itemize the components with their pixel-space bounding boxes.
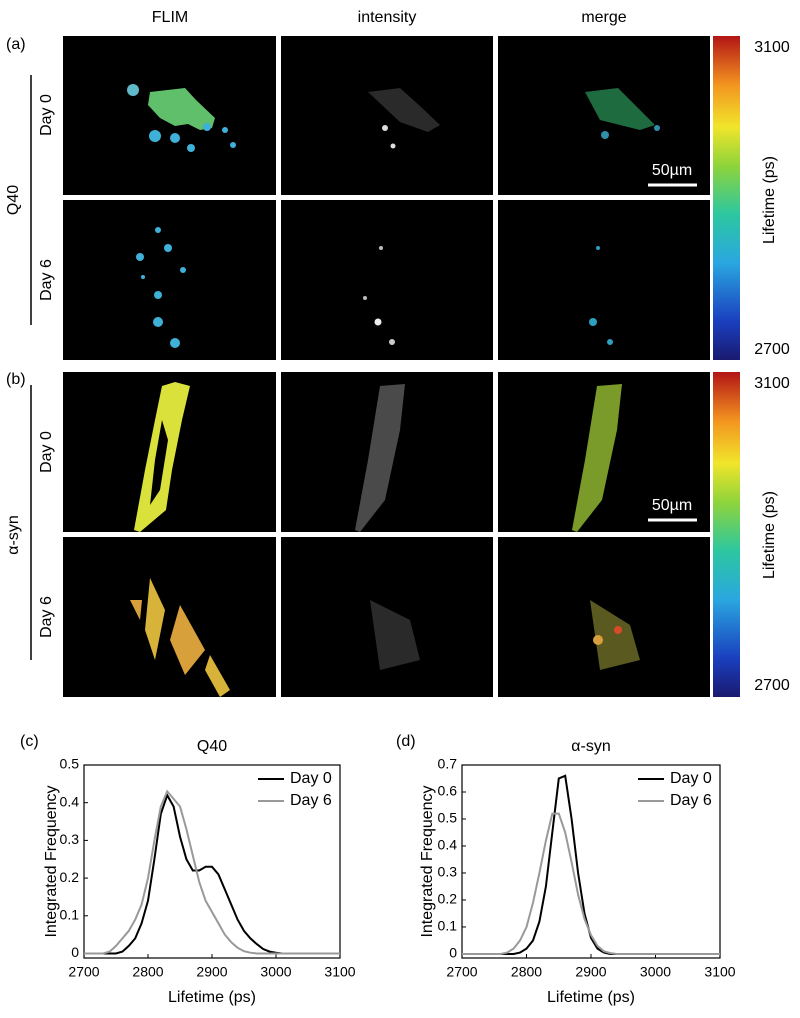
colorbar-tick-label: 2700 xyxy=(754,677,790,694)
x-tick-label: 2900 xyxy=(575,964,606,980)
y-tick-label: 0.3 xyxy=(60,831,80,847)
colorbar-tick-label: 3100 xyxy=(754,375,790,392)
y-axis-label: Integrated Frequency xyxy=(419,785,436,937)
y-tick-label: 0.5 xyxy=(438,810,458,826)
scale-bar-label: 50µm xyxy=(652,162,692,179)
row-label: Day 6 xyxy=(38,596,55,638)
x-tick-label: 3000 xyxy=(640,964,671,980)
cells xyxy=(127,84,660,697)
column-heading: merge xyxy=(581,9,626,26)
y-axis-label: Integrated Frequency xyxy=(43,785,60,937)
y-tick-label: 0.5 xyxy=(60,756,80,772)
x-tick-label: 2700 xyxy=(68,964,99,980)
row-label: Day 0 xyxy=(38,431,55,473)
panel-label: (c) xyxy=(20,733,39,750)
colorbar-label: Lifetime (ps) xyxy=(761,156,778,244)
y-tick-label: 0 xyxy=(71,944,79,960)
panel-label: (d) xyxy=(396,733,416,750)
y-tick-label: 0.7 xyxy=(438,756,458,772)
data-line xyxy=(462,812,720,955)
x-tick-label: 2800 xyxy=(132,964,163,980)
x-tick-label: 3000 xyxy=(260,964,291,980)
panel-label: (b) xyxy=(6,371,26,388)
row-label: Day 0 xyxy=(38,94,55,136)
group-label: α-syn xyxy=(5,515,22,554)
y-tick-label: 0.6 xyxy=(438,783,458,799)
legend-label: Day 6 xyxy=(290,792,332,809)
y-tick-label: 0.2 xyxy=(438,891,458,907)
colorbar xyxy=(713,36,740,360)
group-label: Q40 xyxy=(5,185,22,215)
colorbar-tick-label: 3100 xyxy=(754,39,790,56)
y-tick-label: 0.3 xyxy=(438,864,458,880)
legend-label: Day 6 xyxy=(670,792,712,809)
colorbar-label: Lifetime (ps) xyxy=(761,491,778,579)
colorbar xyxy=(713,372,740,697)
image-tile xyxy=(281,36,493,195)
y-tick-label: 0.4 xyxy=(438,837,458,853)
colorbar-tick-label: 2700 xyxy=(754,341,790,358)
image-tile xyxy=(498,200,710,360)
image-grid xyxy=(63,36,710,697)
x-tick-label: 2800 xyxy=(511,964,542,980)
x-tick-label: 3100 xyxy=(324,964,355,980)
y-tick-label: 0.1 xyxy=(60,906,80,922)
column-heading: intensity xyxy=(358,9,417,26)
data-line xyxy=(84,792,340,955)
data-line xyxy=(84,789,340,955)
x-tick-label: 3100 xyxy=(704,964,735,980)
image-tile xyxy=(281,200,493,360)
chart-title: α-syn xyxy=(571,738,610,755)
x-tick-label: 2900 xyxy=(196,964,227,980)
row-label: Day 6 xyxy=(38,259,55,301)
column-heading: FLIM xyxy=(152,9,188,26)
y-tick-label: 0 xyxy=(449,945,457,961)
y-tick-label: 0.4 xyxy=(60,793,80,809)
x-tick-label: 2700 xyxy=(446,964,477,980)
y-tick-label: 0.2 xyxy=(60,869,80,885)
chart-title: Q40 xyxy=(197,738,227,755)
x-axis-label: Lifetime (ps) xyxy=(168,989,256,1006)
image-tile xyxy=(63,537,276,697)
legend-label: Day 0 xyxy=(290,770,332,787)
panel-label: (a) xyxy=(6,36,26,53)
legend-label: Day 0 xyxy=(670,770,712,787)
image-tile xyxy=(63,200,276,360)
y-tick-label: 0.1 xyxy=(438,918,458,934)
scale-bar-label: 50µm xyxy=(652,497,692,514)
x-axis-label: Lifetime (ps) xyxy=(547,989,635,1006)
